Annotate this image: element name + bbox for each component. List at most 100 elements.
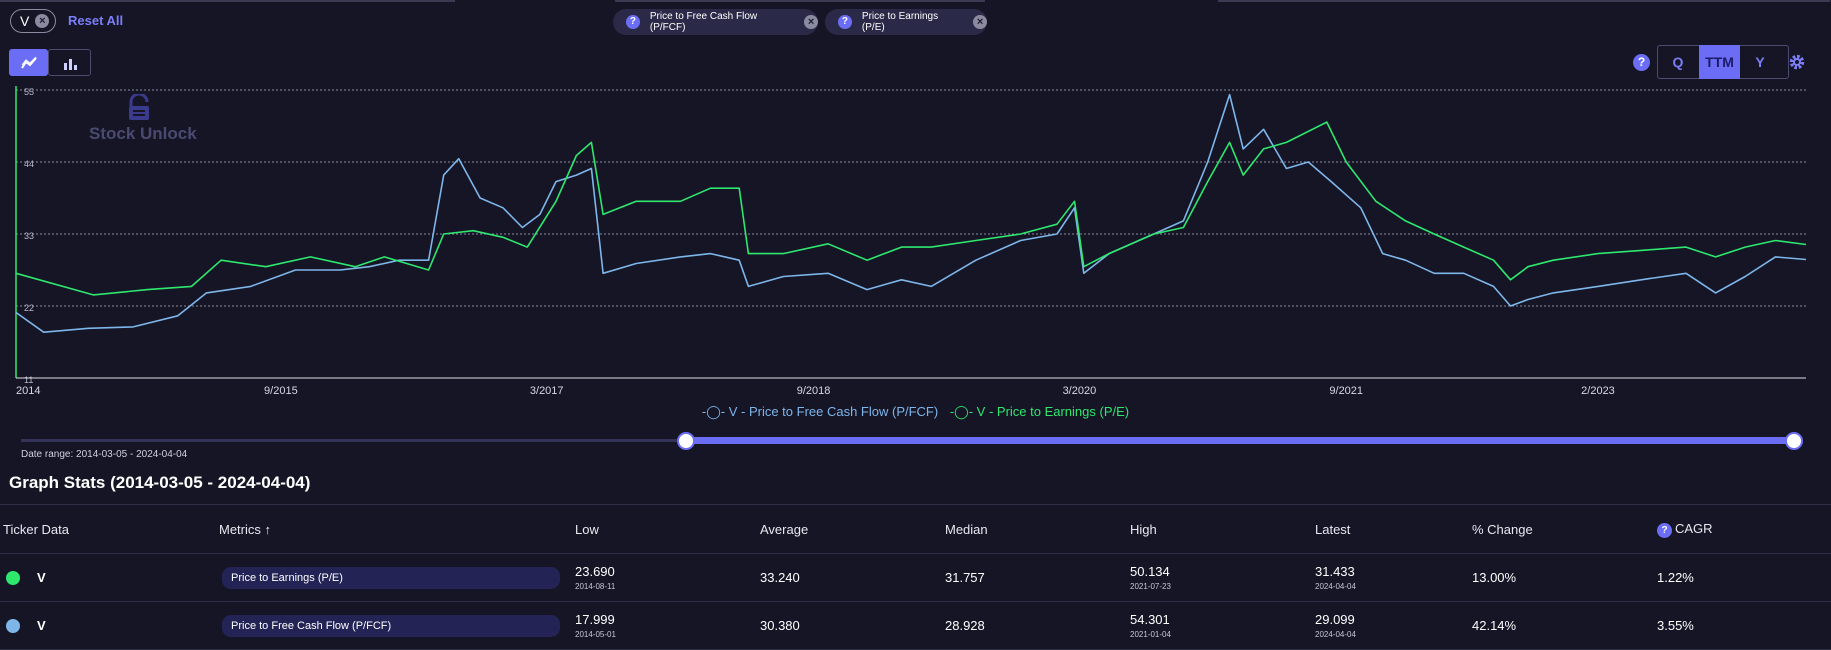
x-tick-label: 9/2021 <box>1329 385 1363 397</box>
ticker-cell: V <box>0 553 219 602</box>
legend-marker-icon: -◯- <box>701 404 726 419</box>
x-tick-label: 2014 <box>16 385 40 397</box>
average-value: 30.380 <box>760 601 945 650</box>
header-latest[interactable]: Latest <box>1315 504 1472 554</box>
header-low[interactable]: Low <box>575 504 760 554</box>
help-icon[interactable]: ? <box>1657 522 1672 538</box>
latest-value: 31.433 <box>1315 564 1355 579</box>
pct-change-value: 42.14% <box>1472 601 1657 650</box>
cagr-value: 3.55% <box>1657 601 1831 650</box>
period-y-button[interactable]: Y <box>1755 54 1765 70</box>
latest-value: 29.099 <box>1315 612 1355 627</box>
low-date: 2014-08-11 <box>575 582 616 591</box>
top-tab-divider <box>1218 0 1830 2</box>
header-cagr[interactable]: ? CAGR <box>1657 504 1831 554</box>
cagr-value: 1.22% <box>1657 553 1831 602</box>
y-tick-label: 44 <box>24 159 34 169</box>
help-icon[interactable]: ? <box>626 15 640 29</box>
metric-pill[interactable]: Price to Earnings (P/E) <box>222 566 560 589</box>
high-cell: 50.134 2021-07-23 <box>1130 553 1315 602</box>
metric-chip-pe[interactable]: ? Price to Earnings (P/E) × <box>825 9 987 35</box>
metric-chip-label: Price to Free Cash Flow (P/FCF) <box>649 11 758 33</box>
legend-item-pe[interactable]: -◯- V - Price to Earnings (P/E) <box>950 404 1129 419</box>
header-high[interactable]: High <box>1130 504 1315 554</box>
header-median[interactable]: Median <box>945 504 1130 554</box>
legend-label: V - Price to Free Cash Flow (P/FCF) <box>728 404 939 419</box>
date-range-label: Date range: 2014-03-05 - 2024-04-04 <box>21 449 188 460</box>
latest-date: 2024-04-04 <box>1315 582 1356 591</box>
header-pct-change[interactable]: % Change <box>1472 504 1657 554</box>
metric-chip-pfcf[interactable]: ? Price to Free Cash Flow (P/FCF) × <box>613 9 818 35</box>
graph-stats-table: Ticker Data Metrics ↑ Low Average Median… <box>0 504 1831 650</box>
x-tick-label: 2/2023 <box>1581 385 1615 397</box>
header-metrics[interactable]: Metrics ↑ <box>219 504 575 554</box>
x-tick-label: 3/2020 <box>1063 385 1097 397</box>
high-date: 2021-07-23 <box>1130 582 1171 591</box>
average-value: 33.240 <box>760 553 945 602</box>
latest-date: 2024-04-04 <box>1315 630 1356 639</box>
legend-item-pfcf[interactable]: -◯- V - Price to Free Cash Flow (P/FCF) <box>702 404 942 419</box>
metric-pill[interactable]: Price to Free Cash Flow (P/FCF) <box>222 614 560 637</box>
bar-chart-icon <box>63 58 77 70</box>
low-cell: 17.999 2014-05-01 <box>575 601 760 650</box>
top-tab-divider <box>0 0 455 2</box>
latest-cell: 31.433 2024-04-04 <box>1315 553 1472 602</box>
period-ttm-button[interactable]: TTM <box>1699 45 1740 79</box>
close-icon[interactable]: × <box>35 14 50 28</box>
chart-legend: -◯- V - Price to Free Cash Flow (P/FCF) … <box>0 404 1831 420</box>
watermark-text: Stock Unlock <box>89 124 197 143</box>
pct-change-value: 13.00% <box>1472 553 1657 602</box>
ticker-label: V <box>37 569 46 585</box>
series-color-dot <box>6 619 20 634</box>
gear-icon[interactable] <box>1788 53 1806 71</box>
line-chart: 11 22 33 44 55 2014 9/2015 3/2017 9/2018 3/2020 9/… <box>15 86 1807 397</box>
y-tick-label: 55 <box>24 87 34 97</box>
help-icon[interactable]: ? <box>1633 54 1650 71</box>
top-tab-divider <box>615 0 985 2</box>
metric-chip-label: Price to Earnings (P/E) <box>861 11 939 33</box>
x-tick-label: 9/2015 <box>264 385 298 397</box>
series-line-pe <box>15 121 1807 296</box>
median-value: 31.757 <box>945 553 1130 602</box>
y-tick-label: 22 <box>24 303 34 313</box>
low-date: 2014-05-01 <box>575 630 616 639</box>
period-q-button[interactable]: Q <box>1672 54 1684 70</box>
y-tick-label: 33 <box>24 231 34 241</box>
metric-cell: Price to Free Cash Flow (P/FCF) <box>219 601 575 650</box>
metric-cell: Price to Earnings (P/E) <box>219 553 575 602</box>
x-tick-label: 9/2018 <box>797 385 831 397</box>
legend-label: V - Price to Earnings (P/E) <box>976 404 1130 419</box>
header-average[interactable]: Average <box>760 504 945 554</box>
ticker-cell: V <box>0 601 219 650</box>
close-icon[interactable]: × <box>804 15 818 29</box>
header-cagr-label: CAGR <box>1675 520 1713 536</box>
high-cell: 54.301 2021-01-04 <box>1130 601 1315 650</box>
stats-header-row: Ticker Data Metrics ↑ Low Average Median… <box>0 504 1831 554</box>
y-tick-label: 11 <box>24 375 33 385</box>
stock-unlock-logo-icon <box>129 94 149 120</box>
latest-cell: 29.099 2024-04-04 <box>1315 601 1472 650</box>
high-date: 2021-01-04 <box>1130 630 1171 639</box>
ticker-chip[interactable]: V × <box>10 9 56 33</box>
bar-chart-button[interactable] <box>48 49 91 76</box>
help-icon[interactable]: ? <box>838 15 852 29</box>
range-slider-end-handle[interactable] <box>1785 432 1803 450</box>
line-chart-button[interactable] <box>9 49 48 76</box>
header-ticker-data[interactable]: Ticker Data <box>0 504 219 554</box>
low-cell: 23.690 2014-08-11 <box>575 553 760 602</box>
table-row[interactable]: V Price to Free Cash Flow (P/FCF) 17.999… <box>0 601 1831 650</box>
ticker-label: V <box>37 617 46 633</box>
table-row[interactable]: V Price to Earnings (P/E) 23.690 2014-08-… <box>0 553 1831 602</box>
series-line-pfcf <box>15 93 1807 333</box>
low-value: 23.690 <box>575 564 615 579</box>
series-color-dot <box>6 571 20 586</box>
close-icon[interactable]: × <box>973 15 987 29</box>
median-value: 28.928 <box>945 601 1130 650</box>
low-value: 17.999 <box>575 612 615 627</box>
line-chart-icon <box>20 56 37 69</box>
range-slider-selection[interactable] <box>685 437 1794 444</box>
graph-stats-title: Graph Stats (2014-03-05 - 2024-04-04) <box>9 473 311 492</box>
range-slider-start-handle[interactable] <box>676 432 695 450</box>
reset-all-button[interactable]: Reset All <box>68 13 124 28</box>
ticker-chip-label: V <box>20 13 30 29</box>
